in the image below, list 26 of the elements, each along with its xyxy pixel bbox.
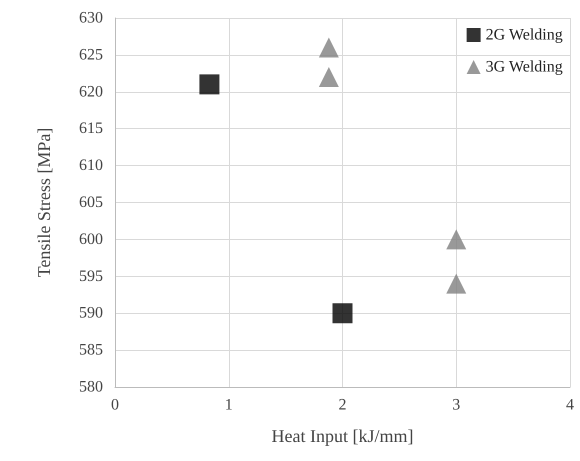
x-tick-label: 3: [452, 396, 460, 414]
y-tick-label: 595: [79, 268, 103, 285]
y-tick-label: 580: [79, 378, 103, 396]
y-axis-title: Tensile Stress [MPa]: [34, 128, 54, 278]
point: [318, 38, 339, 58]
point: [318, 67, 339, 88]
x-tick-label: 4: [566, 396, 574, 414]
y-tick-label: 625: [79, 46, 103, 64]
legend-label: 3G Welding: [486, 58, 563, 76]
x-tick-label: 2: [338, 396, 346, 414]
y-tick-label: 605: [79, 194, 103, 211]
y-tick-label: 600: [79, 230, 103, 248]
point: [446, 274, 466, 294]
y-tick-label: 615: [79, 120, 103, 138]
legend-label: 2G Welding: [486, 26, 563, 44]
y-tick-label: 610: [79, 157, 103, 174]
point: [446, 229, 466, 250]
y-tick-label: 590: [79, 304, 103, 322]
x-axis-title: Heat Input [kJ/mm]: [272, 426, 414, 446]
y-tick-label: 630: [79, 10, 103, 26]
point: [332, 303, 352, 324]
y-tick-label: 585: [79, 342, 103, 359]
x-tick-label: 1: [224, 396, 233, 414]
point: [199, 74, 220, 94]
y-tick-label: 620: [79, 83, 103, 100]
x-tick-label: 0: [111, 396, 119, 414]
